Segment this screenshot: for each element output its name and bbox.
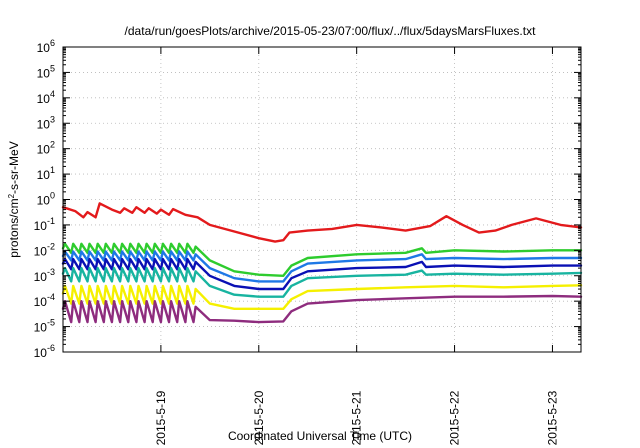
y-tick-label-base: 10 [34, 244, 48, 258]
series-lines [61, 202, 583, 324]
series-line-4 [61, 257, 583, 291]
y-tick-label: 100 [37, 191, 55, 208]
y-tick-label-exponent: 6 [50, 38, 55, 48]
y-tick-label-exponent: -3 [47, 267, 55, 277]
y-tick-label-base: 10 [37, 194, 51, 208]
y-tick-label-base: 10 [34, 219, 48, 233]
y-tick-label: 103 [37, 114, 55, 131]
y-tick-label-exponent: 1 [50, 165, 55, 175]
y-tick-label-exponent: 2 [50, 140, 55, 150]
series-line-6 [61, 284, 583, 310]
axis-ticks [63, 46, 581, 353]
y-tick-label: 104 [37, 89, 55, 106]
y-axis-label: protons/cm2-s-sr-MeV [7, 141, 22, 257]
y-tick-label-base: 10 [37, 143, 51, 157]
y-axis-label-part2: -s-sr-MeV [7, 141, 21, 194]
y-tick-label-base: 10 [37, 92, 51, 106]
x-tick-label: 2015-5-23 [545, 390, 559, 445]
y-tick-label-exponent: -5 [47, 318, 55, 328]
y-tick-label-base: 10 [34, 295, 48, 309]
series-line-7 [61, 294, 583, 324]
y-tick-label-base: 10 [34, 321, 48, 335]
y-tick-label: 10-2 [34, 241, 55, 258]
y-tick-label-base: 10 [37, 168, 51, 182]
y-tick-label: 106 [37, 38, 55, 55]
y-tick-label-exponent: 4 [50, 89, 55, 99]
y-tick-label-exponent: 3 [50, 114, 55, 124]
y-tick-label-exponent: -4 [47, 292, 55, 302]
x-axis-tick-labels: 2015-5-19 2015-5-20 2015-5-21 2015-5-22 2015… [154, 390, 560, 445]
chart-title: /data/run/goesPlots/archive/2015-05-23/0… [125, 24, 537, 38]
x-tick-label: 2015-5-20 [252, 390, 266, 445]
y-tick-label-base: 10 [37, 117, 51, 131]
y-axis-label-superscript: 2 [7, 193, 16, 198]
y-tick-label-exponent: 5 [50, 63, 55, 73]
y-tick-label: 10-5 [34, 318, 55, 335]
grid-lines [63, 47, 581, 352]
y-tick-label: 10-3 [34, 267, 55, 284]
y-tick-label: 10-6 [34, 343, 55, 360]
y-axis-tick-labels: 10-610-510-410-310-210-11001011021031041… [34, 38, 55, 360]
series-line-3 [61, 250, 583, 283]
series-line-2 [61, 242, 583, 277]
y-axis-label-part1: protons/cm [7, 198, 21, 257]
y-tick-label: 10-1 [34, 216, 55, 233]
y-tick-label-exponent: -2 [47, 241, 55, 251]
y-tick-label-base: 10 [37, 41, 51, 55]
y-tick-label: 10-4 [34, 292, 55, 309]
y-tick-label-base: 10 [34, 346, 48, 360]
y-tick-label-exponent: 0 [50, 191, 55, 201]
y-tick-label: 101 [37, 165, 55, 182]
series-line-1 [61, 202, 583, 243]
y-tick-label-exponent: -1 [47, 216, 55, 226]
x-tick-label: 2015-5-22 [448, 390, 462, 445]
y-tick-label-base: 10 [34, 270, 48, 284]
x-tick-label: 2015-5-19 [154, 390, 168, 445]
y-tick-label-exponent: -6 [47, 343, 55, 353]
y-tick-label-base: 10 [37, 66, 51, 80]
y-tick-label: 102 [37, 140, 55, 157]
x-tick-label: 2015-5-21 [350, 390, 364, 445]
y-tick-label: 105 [37, 63, 55, 80]
series-line-5 [61, 266, 583, 298]
x-axis-label: Coordinated Universal Time (UTC) [228, 429, 412, 443]
